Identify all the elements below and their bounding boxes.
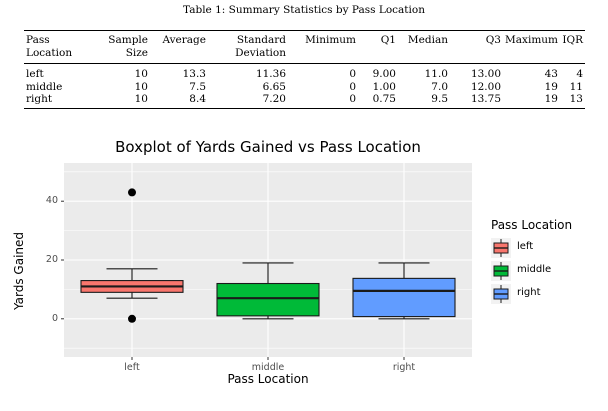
table-cell: 6.65 (262, 80, 286, 93)
table-cell: 8.4 (189, 93, 206, 105)
table-cell: 19 (544, 93, 558, 105)
table-cell: 10 (134, 68, 148, 80)
table-cell: 43 (544, 68, 558, 80)
table-cell: 0 (349, 93, 356, 105)
header-text: Standard (236, 34, 286, 46)
outlier-point (128, 314, 136, 323)
header-text: Q3 (485, 34, 501, 46)
table-cell: 7.0 (431, 80, 448, 93)
table-cell: 19 (544, 80, 558, 93)
table-cell: left (26, 68, 44, 80)
table-cell: 9.5 (431, 93, 448, 105)
table-cell: 11.36 (255, 68, 286, 80)
table-row: right 10 8.4 7.20 0 0.75 9.5 13.75 19 13 (24, 93, 585, 108)
y-tick-label: 20 (45, 254, 58, 265)
table-cell: 1.00 (372, 80, 396, 93)
table-header-cell: Sample Size (86, 31, 150, 64)
box-middle (216, 282, 320, 317)
legend-label-left: left (517, 241, 534, 252)
header-text: Sample (108, 34, 148, 46)
header-text: Minimum (305, 34, 356, 46)
table-cell: 13 (569, 93, 583, 105)
header-text: Maximum (505, 34, 558, 46)
table-body: left 10 13.3 11.36 0 9.00 11.0 13.00 43 4 middle 10… (24, 64, 585, 108)
table-cell: 4 (576, 68, 583, 80)
header-text: Median (407, 34, 448, 46)
legend-label-right: right (517, 287, 541, 298)
header-text: Average (162, 34, 206, 46)
table-cell: 11 (569, 80, 583, 93)
y-tick-label: 40 (45, 195, 58, 207)
box-right (352, 277, 456, 318)
table-cell: 12.00 (470, 80, 501, 93)
table-header-row: Pass Location Sample Size Average Standard Dev… (24, 30, 585, 64)
table-cell: right (26, 93, 53, 105)
x-tick-label: left (124, 362, 140, 373)
table-cell: 0 (349, 80, 356, 93)
table-header-cell: Median (398, 31, 450, 64)
header-text: Pass (26, 34, 50, 46)
table-header-cell: IQR (560, 31, 585, 64)
header-text: IQR (562, 34, 583, 46)
table-row: middle 10 7.5 6.65 0 1.00 7.0 12.00 19 11 (24, 81, 585, 94)
y-tick-label: 0 (51, 312, 58, 324)
table-row: left 10 13.3 11.36 0 9.00 11.0 13.00 43 4 (24, 64, 585, 81)
table-header-cell: Maximum (503, 31, 560, 64)
table-cell: 0.75 (372, 93, 396, 105)
legend-title: Pass Location (491, 218, 573, 232)
table-header-cell: Q3 (450, 31, 503, 64)
table-cell: 7.20 (262, 93, 286, 105)
table-header-cell: Minimum (288, 31, 358, 64)
table-cell: 13.00 (470, 68, 501, 80)
x-tick-label: right (392, 362, 416, 373)
x-axis-label: Pass Location (227, 372, 309, 386)
table-header-cell: Average (150, 31, 208, 64)
table-cell: middle (26, 80, 63, 93)
x-tick-label: middle (251, 362, 285, 373)
y-axis-label: Yards Gained (12, 231, 26, 311)
header-text: Q1 (380, 34, 396, 46)
table-cell: 0 (349, 68, 356, 80)
chart-title: Boxplot of Yards Gained vs Pass Location (115, 138, 421, 156)
table-header-cell: Standard Deviation (208, 31, 288, 64)
summary-table: Pass Location Sample Size Average Standard Dev… (24, 30, 585, 109)
outlier-point (128, 188, 136, 197)
table-cell: 10 (134, 80, 148, 93)
table-header-cell: Pass Location (24, 31, 86, 64)
header-text: Deviation (235, 47, 286, 59)
legend-label-middle: middle (517, 264, 552, 275)
table-header-cell: Q1 (358, 31, 398, 64)
table-cell: 13.75 (470, 93, 501, 105)
table-cell: 13.3 (182, 68, 206, 80)
header-text: Location (26, 47, 73, 59)
table-cell: 10 (134, 93, 148, 105)
table-cell: 11.0 (424, 68, 448, 80)
table-caption: Table 1: Summary Statistics by Pass Loca… (183, 4, 425, 16)
table-cell: 7.5 (189, 80, 206, 93)
header-text: Size (125, 47, 148, 59)
table-cell: 9.00 (372, 68, 396, 80)
